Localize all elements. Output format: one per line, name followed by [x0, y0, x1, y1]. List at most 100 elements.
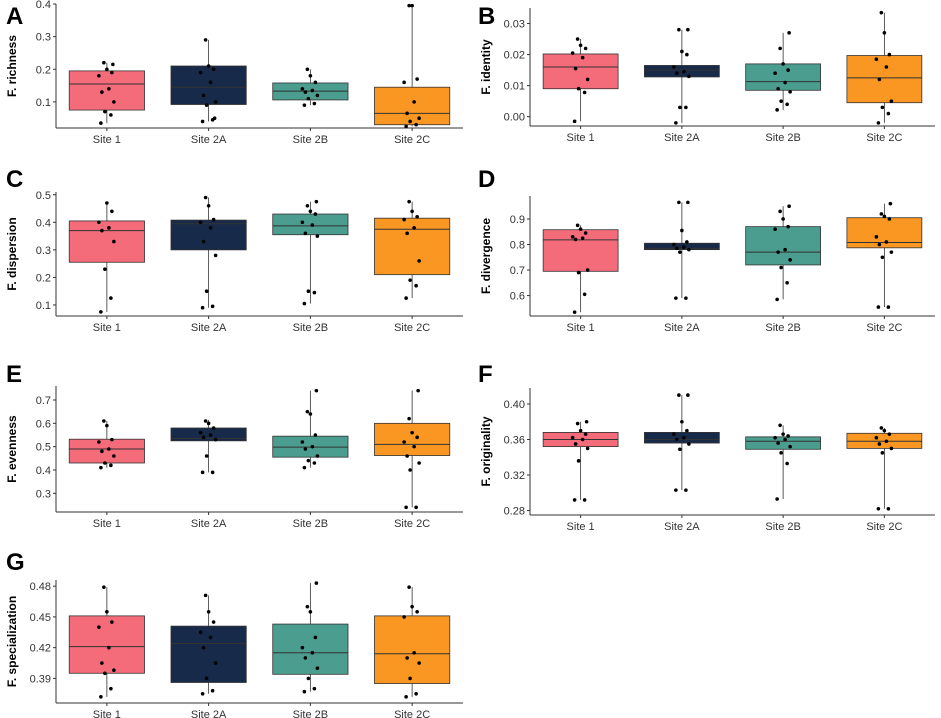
x-tick-label: Site 2A [191, 518, 227, 530]
data-point [213, 100, 218, 104]
data-point [578, 428, 583, 433]
data-point [785, 461, 789, 466]
data-point [112, 668, 116, 672]
x-tick-label: Site 2A [664, 521, 700, 533]
y-tick-label: 0.40 [504, 399, 525, 411]
data-point [112, 454, 116, 458]
data-point [303, 447, 308, 451]
x-tick-label: Site 2C [866, 132, 902, 144]
y-tick-label: 0.48 [30, 581, 51, 593]
data-point [110, 620, 114, 624]
data-point [785, 102, 789, 107]
box-site-1 [68, 220, 145, 263]
data-point [687, 247, 691, 252]
data-point [408, 278, 412, 282]
data-point [685, 52, 689, 57]
data-point [582, 90, 587, 95]
y-tick-label: 0.32 [504, 470, 525, 482]
data-point [211, 426, 216, 430]
x-tick-label: Site 2A [664, 322, 700, 334]
data-point [410, 3, 414, 8]
data-point [889, 99, 894, 103]
y-axis-label: F. specialization [5, 596, 19, 687]
x-tick-label: Site 1 [567, 322, 595, 334]
y-tick-label: 0.7 [510, 265, 525, 277]
box-site-2b [745, 226, 821, 266]
x-tick-label: Site 2A [191, 709, 227, 718]
data-point [775, 497, 779, 501]
data-point [302, 689, 307, 694]
data-point [312, 686, 317, 691]
y-tick-label: 0.2 [36, 64, 51, 76]
data-point [775, 108, 779, 112]
data-point [103, 267, 107, 271]
data-point [787, 31, 791, 35]
data-point [680, 228, 684, 233]
data-point [211, 620, 216, 624]
data-point [884, 439, 889, 444]
data-point [107, 87, 111, 91]
data-point [684, 105, 688, 110]
panel-letter: C [6, 166, 23, 193]
data-point [686, 393, 690, 397]
data-point [575, 37, 580, 41]
data-point [776, 250, 780, 254]
data-point [404, 505, 408, 510]
x-tick-label: Site 1 [93, 709, 121, 718]
data-point [682, 245, 686, 249]
x-tick-label: Site 2C [394, 518, 430, 530]
data-point [105, 201, 109, 205]
data-point [201, 645, 206, 650]
data-point [675, 437, 679, 442]
data-point [303, 90, 308, 94]
box-site-2a [170, 65, 247, 105]
x-tick-label: Site 1 [93, 322, 121, 334]
panel-letter: G [6, 549, 25, 576]
data-point [201, 435, 206, 440]
data-point [100, 449, 104, 454]
data-point [576, 459, 581, 463]
data-point [405, 231, 409, 236]
data-point [200, 119, 205, 124]
data-point [880, 255, 885, 260]
data-point [678, 250, 682, 254]
data-point [414, 505, 418, 510]
data-point [687, 74, 691, 79]
data-point [404, 296, 408, 300]
data-point [783, 437, 787, 442]
data-point [776, 86, 780, 91]
data-point [210, 470, 215, 475]
data-point [886, 111, 891, 116]
data-point [672, 65, 676, 69]
data-point [308, 209, 313, 214]
data-point [778, 46, 782, 51]
box-site-2c [374, 86, 451, 126]
data-point [213, 437, 218, 442]
data-point [306, 676, 311, 681]
data-point [880, 451, 885, 455]
data-point [310, 650, 315, 655]
data-point [686, 27, 690, 32]
data-point [417, 116, 421, 121]
data-point [308, 609, 313, 614]
data-point [889, 446, 894, 451]
panel-b: B F. identity 0.00 0.01 0.02 0.03 Site 1 Site 2… [478, 3, 935, 144]
y-tick-label: 0.03 [504, 19, 525, 31]
data-point [408, 468, 412, 472]
panel-e: E F. evenness 0.3 0.4 0.5 0.6 0.7 Site 1 Site 2A… [5, 361, 463, 530]
data-point [882, 214, 887, 219]
data-point [206, 203, 211, 208]
data-point [206, 421, 211, 426]
data-point [786, 68, 790, 72]
data-point [773, 227, 777, 231]
data-point [686, 200, 690, 205]
data-point [204, 454, 209, 458]
box-site-2a [170, 625, 247, 683]
data-point [208, 433, 213, 437]
panel-c: C F. dispersion 0.1 0.2 0.3 0.4 0.5 Site 1 Site … [5, 166, 463, 334]
data-point [308, 412, 313, 416]
data-point [313, 80, 318, 85]
data-point [402, 615, 406, 619]
data-point [889, 250, 894, 254]
data-point [300, 220, 305, 225]
